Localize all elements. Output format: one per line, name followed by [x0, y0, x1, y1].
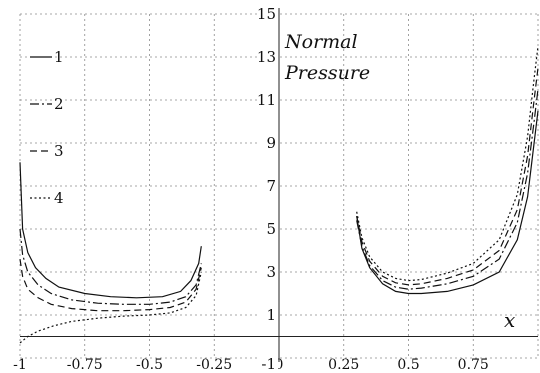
y-tick-label-bg [259, 50, 278, 64]
legend-label-4: 4 [54, 189, 64, 207]
series-4-line-1 [19, 271, 202, 344]
axes [20, 8, 538, 362]
y-tick-label: 7 [266, 177, 276, 195]
grid [19, 13, 539, 359]
y-tick-label-bg [259, 179, 278, 193]
legend: 1 2 3 4 [30, 48, 64, 207]
x-tick-label: -0.5 [136, 357, 163, 373]
x-tick-label: 0.5 [397, 357, 419, 373]
y-tick-label: 15 [257, 5, 276, 23]
legend-label-3: 3 [54, 142, 64, 160]
y-tick-label: 11 [257, 91, 276, 109]
series-4-line-2 [356, 46, 539, 282]
series-1-line-1 [19, 162, 202, 299]
y-tick-label: 3 [266, 263, 276, 281]
y-tick-label: 9 [266, 134, 276, 152]
chart-title-line-2: Pressure [284, 62, 370, 84]
x-tick-label: -0.75 [67, 357, 103, 373]
legend-label-2: 2 [54, 95, 64, 113]
y-tick-label-bg [259, 136, 278, 150]
x-tick-label: 0.75 [458, 357, 489, 373]
series-3-line-2 [356, 67, 539, 286]
x-tick-label: -0.25 [196, 357, 232, 373]
series-2-line-2 [356, 89, 539, 290]
y-tick-label-bg [259, 357, 278, 371]
series-1-line-2 [356, 110, 539, 295]
y-tick-label-bg [259, 7, 278, 21]
series-3-line-1 [19, 259, 202, 312]
y-tick-label-bg [259, 93, 278, 107]
y-tick-label-bg [259, 222, 278, 236]
legend-label-1: 1 [54, 48, 64, 66]
x-axis-label: x [504, 308, 515, 332]
y-tick-label-bg [259, 308, 278, 322]
chart-title-line-1: Normal [284, 31, 358, 53]
series-2-line-1 [19, 228, 202, 305]
y-tick-label: 5 [266, 220, 276, 238]
y-tick-label-bg [259, 265, 278, 279]
series-lines [19, 46, 539, 344]
x-tick-label: 0.25 [328, 357, 359, 373]
x-tick-label: -1 [13, 357, 27, 373]
y-tick-label: 1 [266, 306, 276, 324]
y-tick-label: 13 [257, 48, 276, 66]
y-tick-label: -1 [261, 355, 276, 373]
x-tick-labels: -1 -0.75 -0.5 -0.25 0 0.25 0.5 0.75 [13, 357, 489, 373]
x-tick-label: 0 [275, 357, 284, 373]
